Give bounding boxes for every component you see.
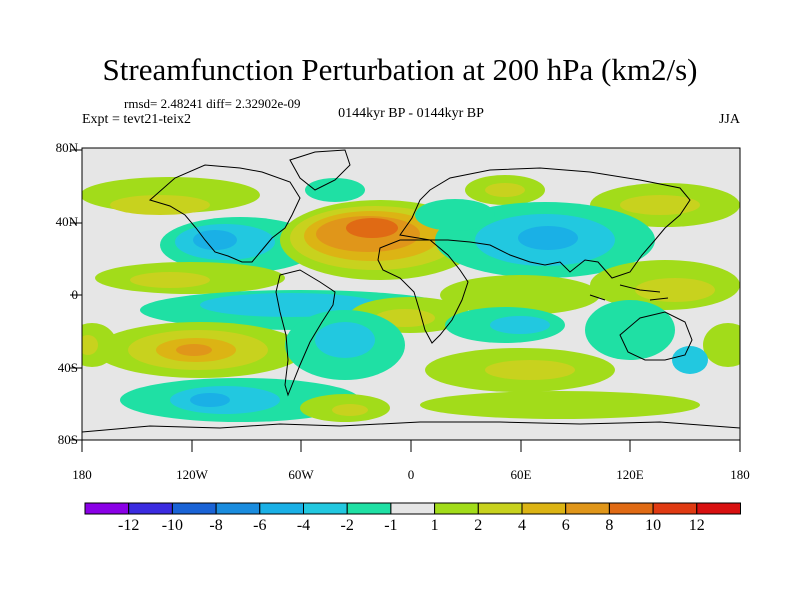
- x-tick-label: 180: [72, 467, 92, 482]
- colorbar-box: [390, 502, 436, 515]
- colorbar-label: -1: [384, 517, 398, 534]
- axis-ticks: [70, 149, 741, 452]
- x-tick-label: 180: [730, 467, 750, 482]
- field-sub-antarctic-band: [420, 391, 700, 419]
- coast-south-america: [275, 269, 336, 397]
- x-tick-label: 0: [407, 467, 415, 482]
- colorbar-label: 8: [605, 517, 614, 534]
- colorbar-label: -10: [161, 517, 184, 534]
- coast-greenland: [289, 149, 351, 191]
- colorbar-box: [477, 502, 523, 515]
- coast-maritime-islands: [589, 284, 669, 301]
- colorbar-label: -4: [296, 517, 311, 534]
- coast-africa: [377, 239, 469, 344]
- season-label: JJA: [718, 112, 740, 127]
- period-label: 0144kyr BP - 0144kyr BP: [338, 106, 484, 121]
- colorbar-label: 4: [518, 517, 526, 534]
- field-east-edge-positive: [703, 323, 740, 367]
- colorbar-box: [128, 502, 173, 515]
- field-indian-positive: [440, 275, 600, 315]
- coastlines: [82, 149, 740, 433]
- colorbar-label: 1: [430, 517, 439, 534]
- field-west-edge-positive: [82, 323, 117, 367]
- y-tick-label: 0: [71, 287, 79, 302]
- coast-australia: [619, 311, 693, 361]
- colorbar-label: -6: [253, 517, 267, 534]
- stats-line: rmsd= 2.48241 diff= 2.32902e-09: [124, 96, 301, 111]
- colorbar-box: [259, 502, 304, 515]
- coast-eurasia: [399, 167, 691, 279]
- colorbar-box: [346, 502, 392, 515]
- x-tick-label: 120W: [176, 467, 208, 482]
- colorbar-box: [171, 502, 217, 515]
- x-tick-label: 60E: [510, 467, 532, 482]
- colorbar-label: -8: [209, 517, 223, 534]
- colorbar-box: [696, 502, 741, 515]
- y-tick-label: 80N: [55, 140, 78, 155]
- colorbar: [84, 502, 741, 515]
- colorbar-box: [565, 502, 610, 515]
- x-tick-label: 120E: [616, 467, 644, 482]
- colorbar-box: [434, 502, 479, 515]
- page-title: Streamfunction Perturbation at 200 hPa (…: [102, 52, 698, 87]
- colorbar-label: -12: [118, 517, 140, 534]
- colorbar-box: [84, 502, 130, 515]
- experiment-label: Expt = tevt21-teix2: [82, 112, 191, 127]
- colorbar-label: -2: [340, 517, 354, 534]
- y-tick-label: 80S: [57, 432, 78, 447]
- colorbar-box: [303, 502, 348, 515]
- colorbar-label: 6: [561, 517, 570, 534]
- field-west-pacific-negative: [585, 300, 675, 360]
- colorbar-label: 2: [474, 517, 483, 534]
- colorbar-box: [215, 502, 261, 515]
- y-tick-label: 40S: [57, 360, 78, 375]
- colorbar-box: [521, 502, 567, 515]
- colorbar-box: [652, 502, 698, 515]
- coast-north-america: [148, 164, 301, 263]
- colorbar-label: 12: [688, 517, 705, 534]
- x-tick-label: 60W: [288, 467, 314, 482]
- contour-fields: [82, 175, 740, 422]
- coast-antarctica: [82, 421, 740, 433]
- colorbar-label: 10: [645, 517, 662, 534]
- colorbar-box: [608, 502, 654, 515]
- field-east-pacific-negative-north: [305, 178, 365, 202]
- y-tick-label: 40N: [55, 214, 78, 229]
